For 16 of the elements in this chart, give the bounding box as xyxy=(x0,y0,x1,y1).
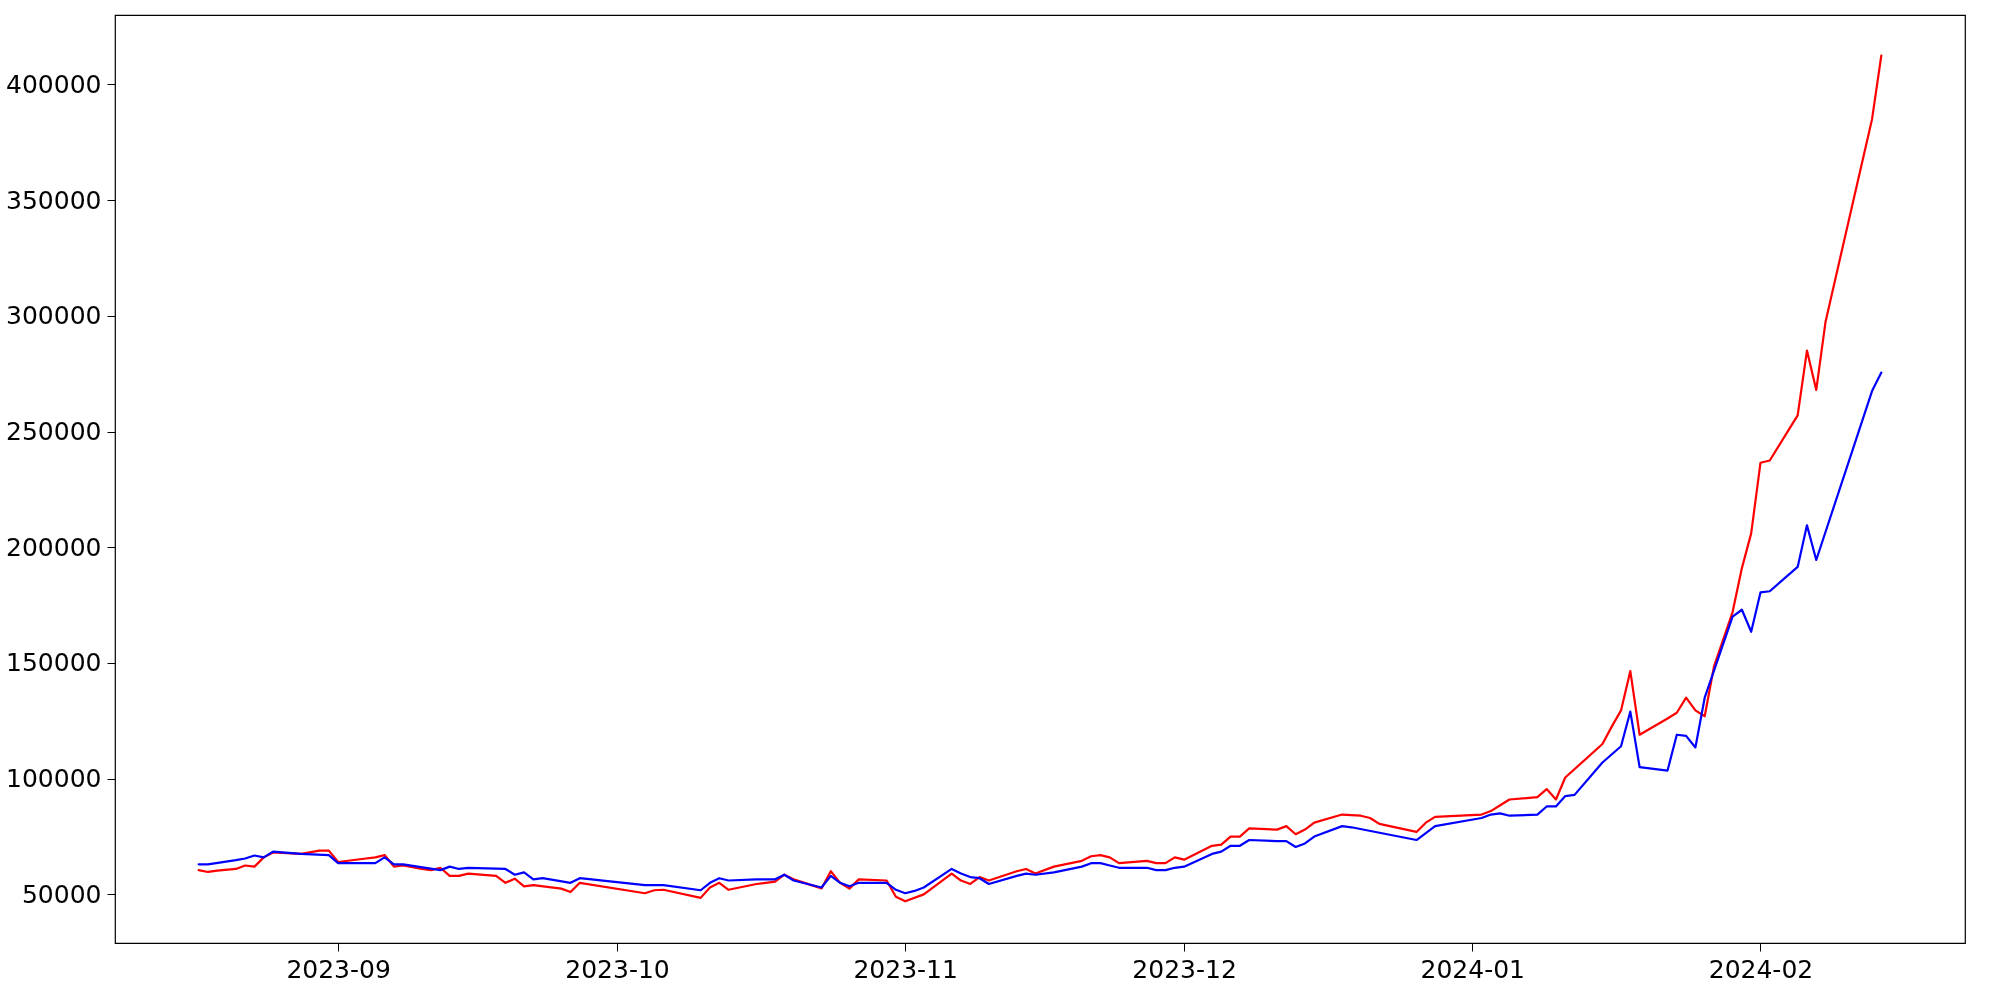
y-tick-label: 400000 xyxy=(6,69,102,99)
x-tick-label: 2023-11 xyxy=(853,954,958,984)
x-tick-label: 2023-12 xyxy=(1132,954,1237,984)
x-tick-label: 2023-09 xyxy=(286,954,391,984)
y-tick-label: 250000 xyxy=(6,417,102,447)
y-tick-label: 100000 xyxy=(6,764,102,794)
y-tick-label: 50000 xyxy=(21,879,102,909)
y-tick-label: 300000 xyxy=(6,301,102,331)
y-tick-label: 200000 xyxy=(6,532,102,562)
x-tick-label: 2023-10 xyxy=(565,954,670,984)
line-series xyxy=(197,371,1883,895)
line-series xyxy=(197,54,1883,903)
x-tick-label: 2024-01 xyxy=(1420,954,1526,984)
x-tick-label: 2024-02 xyxy=(1708,954,1814,984)
y-tick-label: 350000 xyxy=(6,185,102,215)
y-tick-label: 150000 xyxy=(6,648,102,678)
